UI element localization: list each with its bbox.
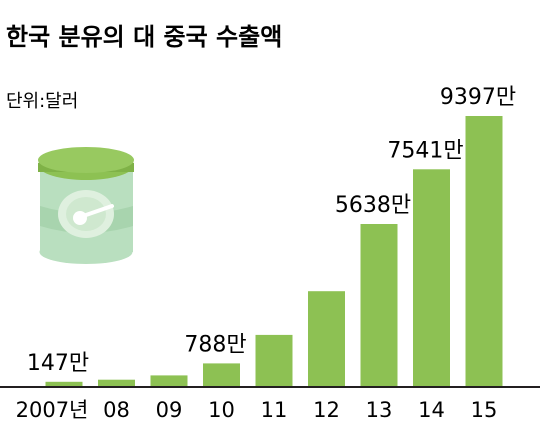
bar-0 xyxy=(45,381,83,386)
x-tick-label-2: 09 xyxy=(156,398,183,422)
data-label-8: 9397만 xyxy=(440,85,516,110)
chart-title: 한국 분유의 대 중국 수출액 xyxy=(6,23,282,51)
x-tick-label-5: 12 xyxy=(313,398,340,422)
unit-label: 단위:달러 xyxy=(6,91,78,112)
x-tick-label-4: 11 xyxy=(261,398,288,422)
x-tick-label-3: 10 xyxy=(208,398,235,422)
data-label-0: 147만 xyxy=(27,351,89,376)
bar-2 xyxy=(150,375,188,386)
bars-group xyxy=(45,116,503,386)
x-tick-label-8: 15 xyxy=(471,398,498,422)
bar-5 xyxy=(308,291,345,386)
bar-7 xyxy=(413,169,450,386)
bar-3 xyxy=(203,363,240,386)
bar-4 xyxy=(255,334,293,386)
bar-6 xyxy=(360,224,398,386)
x-tick-label-0: 2007년 xyxy=(16,398,89,422)
bar-1 xyxy=(98,379,135,386)
data-labels: 147만 788만 5638만 7541만 9397만 xyxy=(27,85,516,376)
formula-milk-can-icon xyxy=(38,147,134,264)
data-label-6: 5638만 xyxy=(335,193,411,218)
data-label-3: 788만 xyxy=(184,332,246,357)
data-label-7: 7541만 xyxy=(387,138,463,163)
x-tick-label-1: 08 xyxy=(103,398,130,422)
bar-8 xyxy=(465,116,503,386)
x-tick-label-6: 13 xyxy=(366,398,393,422)
x-tick-label-7: 14 xyxy=(418,398,445,422)
x-tick-labels: 2007년 08 09 10 11 12 13 14 15 xyxy=(16,398,498,422)
